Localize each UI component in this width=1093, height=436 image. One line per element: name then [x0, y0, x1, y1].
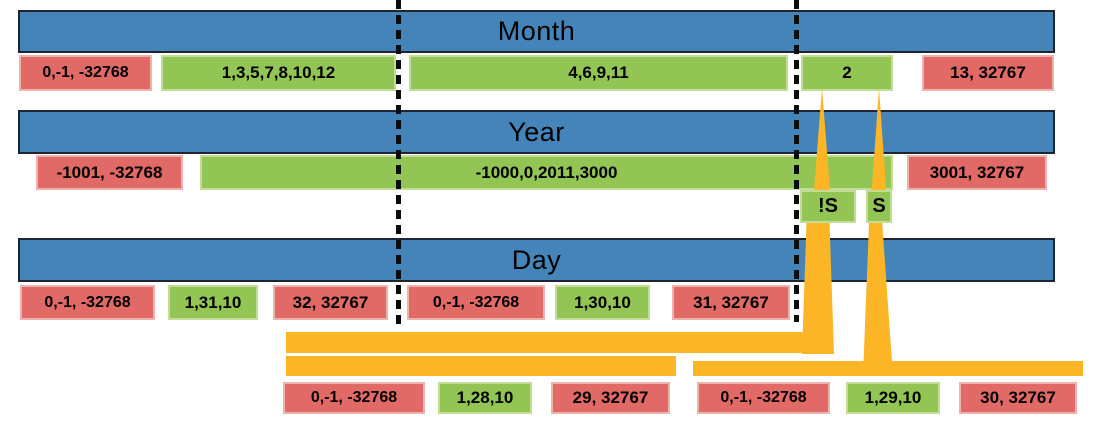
- year-partition-invalid-low: -1001, -32768: [36, 155, 183, 190]
- month-partition-invalid-low: 0,-1, -32768: [19, 55, 152, 91]
- leap-year-flag: S: [866, 190, 892, 223]
- left-dashed-separator: [396, 0, 401, 325]
- month-bar-title: Month: [497, 16, 576, 46]
- month-bar: Month: [18, 10, 1055, 53]
- feb-nonleap-partition-invalid-low: 0,-1, -32768: [283, 382, 425, 414]
- month-partition-february: 2: [801, 55, 893, 91]
- day30-partition-valid: 1,30,10: [555, 285, 650, 320]
- day31-partition-invalid-high: 32, 32767: [273, 285, 388, 320]
- day-bar: Day: [18, 238, 1055, 282]
- year-bar-title: Year: [508, 116, 565, 147]
- feb-nonleap-partition-valid: 1,28,10: [438, 382, 532, 414]
- month-partition-invalid-high: 13, 32767: [922, 55, 1054, 91]
- day31-partition-invalid-low: 0,-1, -32768: [20, 285, 155, 320]
- feb-leap-partition-valid: 1,29,10: [846, 382, 940, 414]
- day30-partition-invalid-low: 0,-1, -32768: [407, 285, 545, 320]
- year-partition-invalid-high: 3001, 32767: [907, 155, 1047, 190]
- nonleap-february-rail: [286, 332, 833, 353]
- non-leap-year-flag: !S: [800, 190, 856, 223]
- month-partition-30day-months: 4,6,9,11: [409, 55, 788, 91]
- year-bar: Year: [18, 110, 1055, 154]
- nonleap-february-day-bar: [286, 356, 676, 376]
- feb-leap-partition-invalid-low: 0,-1, -32768: [697, 382, 830, 414]
- leap-february-day-bar: [693, 361, 1083, 376]
- feb-leap-partition-invalid-high: 30, 32767: [959, 382, 1077, 414]
- month-partition-31day-months: 1,3,5,7,8,10,12: [161, 55, 396, 91]
- day-bar-title: Day: [511, 244, 562, 275]
- feb-nonleap-partition-invalid-high: 29, 32767: [551, 382, 670, 414]
- year-partition-valid: -1000,0,2011,3000: [200, 155, 893, 190]
- day30-partition-invalid-high: 31, 32767: [672, 285, 790, 320]
- right-dashed-separator: [794, 0, 799, 322]
- day31-partition-valid: 1,31,10: [168, 285, 258, 320]
